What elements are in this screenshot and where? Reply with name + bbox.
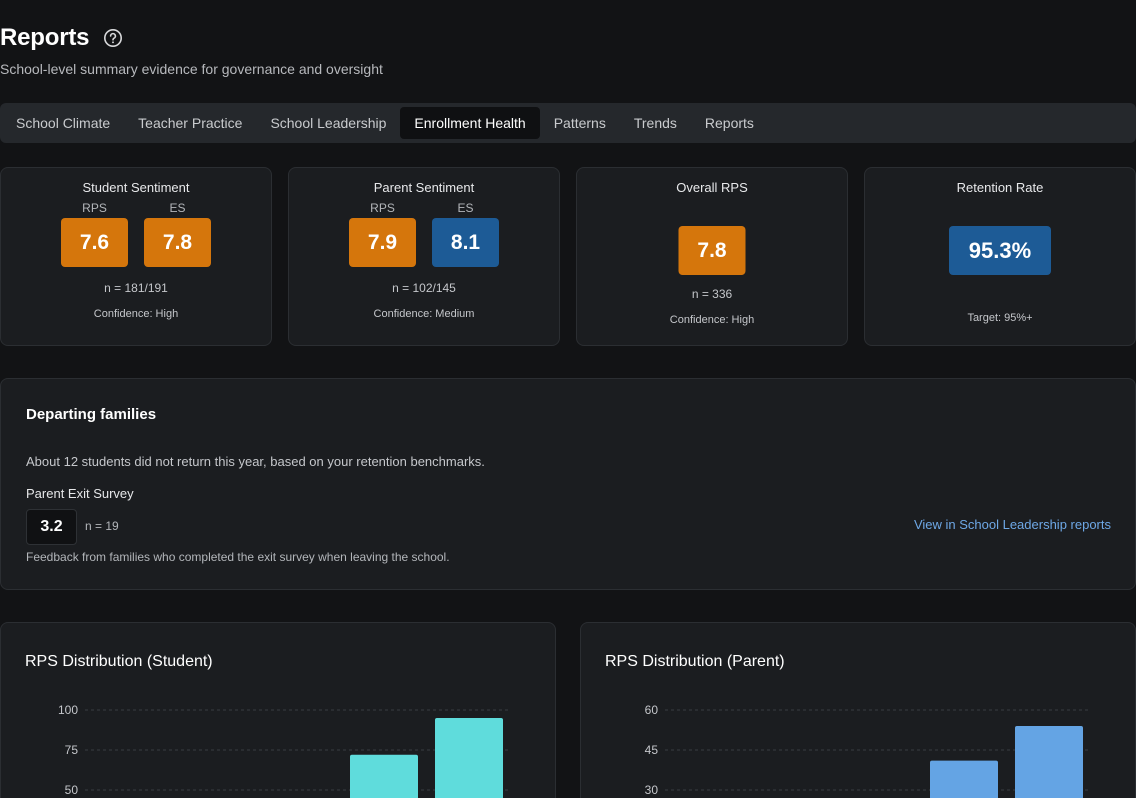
exit-survey-note: Feedback from families who completed the… [26,550,450,564]
y-tick-label: 60 [645,703,659,717]
confidence-label: Confidence: High [669,314,755,326]
y-tick-label: 30 [645,783,659,797]
exit-survey-score: 3.2 [26,509,77,545]
tab-enrollment-health[interactable]: Enrollment Health [400,107,540,139]
rps-score: 7.6 [61,218,128,267]
y-tick-label: 100 [58,703,78,717]
es-score: 8.1 [432,218,499,267]
rps-distribution-student-chart: RPS Distribution (Student) 100 75 50 [0,622,556,798]
student-sentiment-card: Student Sentiment RPS 7.6 ES 7.8 n = 181… [0,167,272,346]
tab-school-climate[interactable]: School Climate [16,115,111,131]
exit-survey-sample-size: n = 19 [85,519,119,533]
tab-teacher-practice[interactable]: Teacher Practice [138,115,243,131]
sample-size: n = 102/145 [392,281,456,295]
y-tick-label: 50 [65,783,79,797]
score-pair: RPS 7.9 ES 8.1 [289,201,559,267]
es-label: ES [169,201,186,215]
parent-sentiment-card: Parent Sentiment RPS 7.9 ES 8.1 n = 102/… [288,167,560,346]
score-pair: RPS 7.6 ES 7.8 [1,201,271,267]
y-tick-label: 45 [645,743,659,757]
rps-distribution-parent-chart: RPS Distribution (Parent) 60 45 30 [580,622,1136,798]
distribution-bar[interactable] [930,760,998,798]
confidence-label: Confidence: Medium [373,308,475,320]
student-chart-plot: 100 75 50 [58,703,509,798]
sample-size: n = 336 [691,287,733,301]
page-title: Reports [0,24,90,51]
confidence-label: Confidence: High [93,308,179,320]
tab-school-leadership[interactable]: School Leadership [270,115,387,131]
help-circle-icon[interactable] [103,28,123,48]
exit-survey-label: Parent Exit Survey [26,486,134,501]
es-score: 7.8 [144,218,211,267]
card-title: Student Sentiment [82,180,190,195]
overall-rps-score: 7.8 [678,226,746,275]
retention-rate-score: 95.3% [949,226,1051,275]
report-tabs: School Climate Teacher Practice School L… [0,103,1136,143]
distribution-bar[interactable] [350,754,418,798]
page-subtitle: School-level summary evidence for govern… [0,61,383,77]
distribution-bar[interactable] [1015,726,1083,798]
title-row: Reports [0,24,123,52]
es-label: ES [457,201,474,215]
y-tick-label: 75 [65,743,79,757]
retention-target: Target: 95%+ [967,312,1033,324]
rps-score: 7.9 [349,218,416,267]
departing-families-card: Departing families About 12 students did… [0,378,1136,590]
rps-label: RPS [82,201,107,215]
tab-trends[interactable]: Trends [633,115,677,131]
section-title: Departing families [26,406,157,423]
card-title: Parent Sentiment [373,180,475,195]
tab-reports[interactable]: Reports [704,115,754,131]
chart-title: RPS Distribution (Student) [25,653,213,670]
rps-label: RPS [370,201,395,215]
tab-patterns[interactable]: Patterns [553,115,606,131]
distribution-bar[interactable] [435,718,503,798]
chart-title: RPS Distribution (Parent) [605,653,785,670]
school-leadership-reports-link[interactable]: View in School Leadership reports [913,517,1111,532]
sample-size: n = 181/191 [104,281,168,295]
retention-rate-card: Retention Rate 95.3% Target: 95%+ [864,167,1136,346]
departing-summary: About 12 students did not return this ye… [26,454,485,469]
card-title: Retention Rate [956,180,1044,195]
overall-rps-card: Overall RPS 7.8 n = 336 Confidence: High [576,167,848,346]
card-title: Overall RPS [676,180,748,195]
parent-chart-plot: 60 45 30 [645,703,1089,798]
